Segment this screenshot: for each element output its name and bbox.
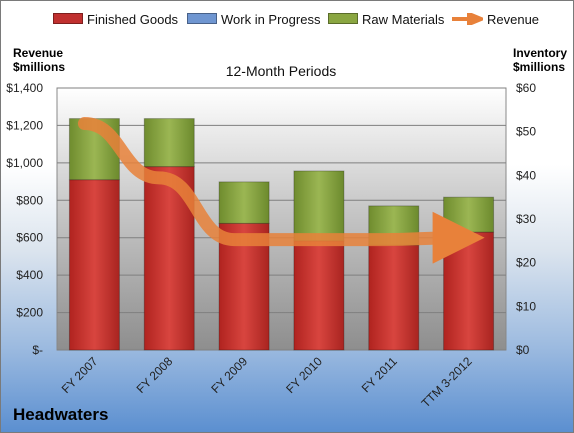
legend-arrow-icon [452,13,483,25]
left-tick-label: $- [32,343,43,357]
raw-materials-bar [218,181,270,224]
x-tick-label: FY 2011 [359,354,400,395]
plot-background [56,87,507,351]
right-axis-title-line2: $millions [513,60,566,74]
left-tick-label: $200 [16,306,43,320]
left-tick-label: $600 [16,231,43,245]
finished-goods-bar [368,244,420,351]
raw-materials-bar [293,170,345,242]
left-tick-label: $800 [16,193,43,207]
legend-item: Raw Materials [328,12,444,27]
legend-label: Finished Goods [87,12,179,27]
right-axis-title: Inventory $millions [513,46,567,74]
legend-item: Work in Progress [187,12,320,27]
raw-materials-bar [143,118,195,168]
left-tick-label: $1,400 [6,81,43,95]
legend-label: Revenue [487,12,540,27]
x-tick-label: FY 2007 [59,354,101,396]
finished-goods-bar [293,240,345,351]
chart-title: 12-Month Periods [225,63,337,79]
left-tick-label: $400 [16,268,43,282]
left-tick-label: $1,000 [6,156,43,170]
left-tick-label: $1,200 [6,118,43,132]
right-tick-label: $20 [516,256,536,270]
right-tick-label: $10 [516,299,536,313]
legend-swatch [187,13,217,24]
finished-goods-bar [443,231,495,351]
left-axis-title-line1: Revenue [13,46,64,60]
legend-swatch [53,13,83,24]
right-tick-label: $40 [516,168,536,182]
x-tick-label: TTM 3-2012 [419,354,475,410]
legend-label: Raw Materials [362,12,445,27]
legend-item: Revenue [451,12,539,27]
x-tick-label: FY 2008 [134,354,176,396]
right-tick-label: $50 [516,125,536,139]
legend: Finished Goods Work in Progress Raw Materi… [1,9,573,29]
right-axis-title-line1: Inventory [513,46,568,60]
left-axis-title-line2: $millions [13,60,66,74]
x-tick-label: FY 2010 [283,354,325,396]
right-tick-label: $30 [516,212,536,226]
legend-swatch [328,13,358,24]
legend-label: Work in Progress [221,12,321,27]
finished-goods-bar [68,179,120,351]
raw-materials-bar [443,196,495,233]
left-axis-title: Revenue $millions [13,46,65,74]
right-tick-label: $0 [516,343,530,357]
x-tick-label: FY 2009 [208,354,250,396]
right-tick-label: $60 [516,81,536,95]
legend-item: Finished Goods [53,12,178,27]
footer-title: Headwaters [13,405,109,424]
revenue-line [77,117,485,264]
